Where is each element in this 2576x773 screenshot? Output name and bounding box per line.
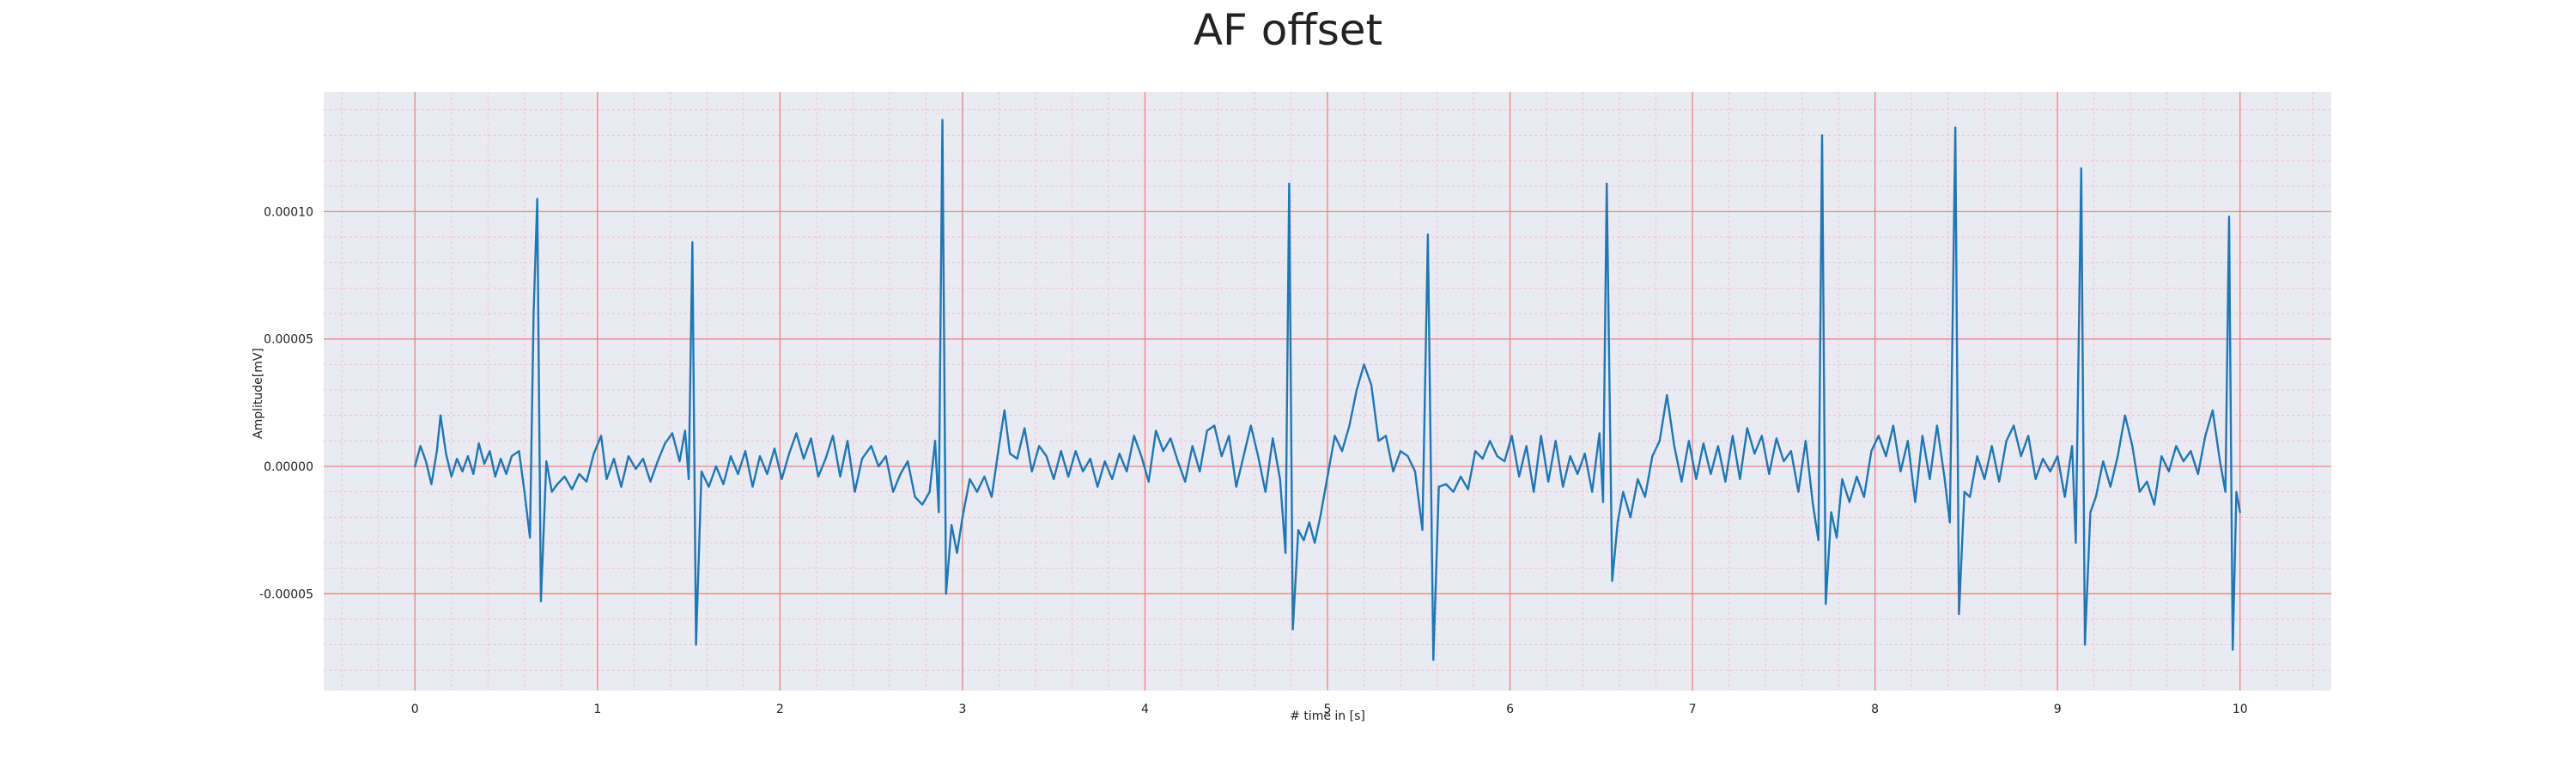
x-tick-label: 9 (2054, 703, 2062, 716)
y-tick-label: -0.00005 (259, 587, 313, 601)
x-axis-ticks: 0 1 2 3 4 5 6 7 8 9 10 (411, 703, 2248, 716)
x-tick-label: 8 (1871, 703, 1879, 716)
x-tick-label: 1 (593, 703, 601, 716)
x-tick-label: 4 (1141, 703, 1149, 716)
x-axis-label: # time in [s] (1290, 709, 1365, 723)
x-tick-label: 5 (1324, 703, 1332, 716)
x-tick-label: 10 (2233, 703, 2248, 716)
chart-title: AF offset (1194, 5, 1382, 55)
series-line (414, 119, 2241, 661)
y-axis-ticks: -0.00005 0.00000 0.00005 0.00010 (259, 205, 313, 601)
x-tick-label: 7 (1689, 703, 1697, 716)
y-tick-label: 0.00000 (264, 460, 313, 474)
x-tick-label: 6 (1506, 703, 1514, 716)
x-tick-label: 3 (958, 703, 966, 716)
y-tick-label: 0.00005 (264, 333, 313, 347)
x-tick-label: 0 (411, 703, 419, 716)
series-layer (414, 119, 2241, 661)
y-tick-label: 0.00010 (264, 205, 313, 219)
y-axis-label: Amplitude[mV] (252, 348, 265, 439)
x-tick-label: 2 (776, 703, 784, 716)
